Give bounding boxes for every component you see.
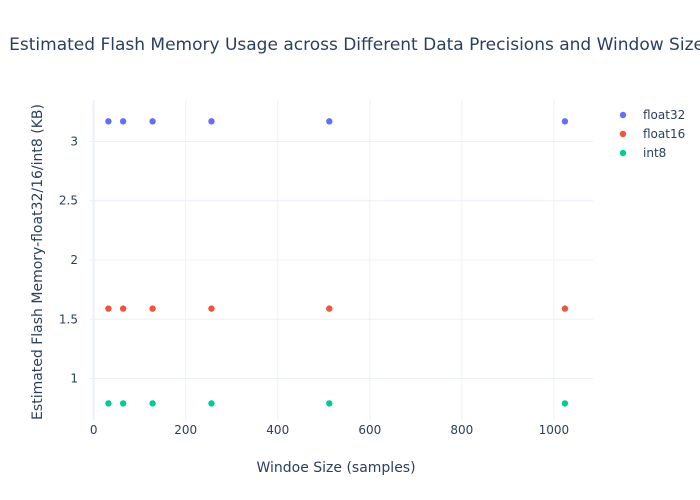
data-point-int8[interactable] xyxy=(105,400,112,407)
grid xyxy=(90,100,593,420)
legend-label: int8 xyxy=(643,146,666,160)
legend-marker xyxy=(619,111,627,119)
data-point-int8[interactable] xyxy=(326,400,333,407)
x-axis-title: Windoe Size (samples) xyxy=(256,460,415,476)
x-tick-label: 0 xyxy=(90,423,98,437)
y-tick-label: 2 xyxy=(70,253,78,267)
y-tick-label: 1.5 xyxy=(59,312,78,326)
data-point-float16[interactable] xyxy=(149,305,156,312)
legend-label: float32 xyxy=(643,108,685,122)
y-tick-label: 1 xyxy=(70,372,78,386)
data-point-float32[interactable] xyxy=(149,118,156,125)
legend-item-int8[interactable]: int8 xyxy=(619,146,666,160)
data-point-float16[interactable] xyxy=(208,305,215,312)
data-point-float16[interactable] xyxy=(105,305,112,312)
y-tick-label: 3 xyxy=(70,134,78,148)
data-point-float32[interactable] xyxy=(326,118,333,125)
legend-label: float16 xyxy=(643,127,685,141)
data-point-float16[interactable] xyxy=(561,305,569,312)
x-tick-label: 800 xyxy=(450,423,473,437)
data-point-int8[interactable] xyxy=(119,400,127,407)
legend[interactable]: float32 float16 int8 xyxy=(619,108,685,160)
y-axis-title: Estimated Flash Memory-float32/16/int8 (… xyxy=(30,104,46,420)
legend-marker xyxy=(619,130,627,138)
data-point-int8[interactable] xyxy=(561,400,569,407)
data-point-float16[interactable] xyxy=(326,305,333,312)
tick-labels: 0 200 400 600 800 1000 1 1.5 2 2.5 3 xyxy=(59,134,569,437)
data-point-float32[interactable] xyxy=(119,118,127,125)
x-tick-label: 200 xyxy=(174,423,197,437)
data-point-float32[interactable] xyxy=(561,118,569,125)
data-point-int8[interactable] xyxy=(149,400,156,407)
legend-item-float32[interactable]: float32 xyxy=(619,108,685,122)
legend-item-float16[interactable]: float16 xyxy=(619,127,685,141)
legend-marker xyxy=(619,149,627,157)
data-point-int8[interactable] xyxy=(208,400,215,407)
chart-title: Estimated Flash Memory Usage across Diff… xyxy=(9,35,700,55)
x-tick-label: 1000 xyxy=(539,423,570,437)
y-tick-label: 2.5 xyxy=(59,194,78,208)
data-points xyxy=(105,118,569,407)
data-point-float16[interactable] xyxy=(119,305,127,312)
data-point-float32[interactable] xyxy=(208,118,215,125)
data-point-float32[interactable] xyxy=(105,118,112,125)
x-tick-label: 400 xyxy=(266,423,289,437)
x-tick-label: 600 xyxy=(358,423,381,437)
